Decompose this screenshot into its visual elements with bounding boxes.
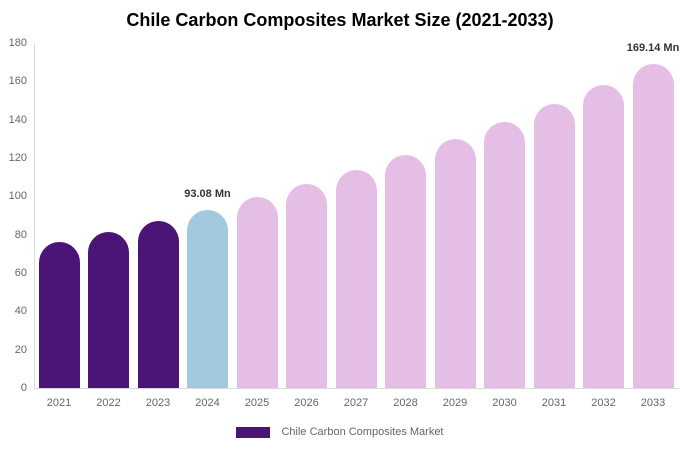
y-axis-label-40: 40 (14, 305, 27, 318)
y-axis-label-160: 160 (8, 75, 27, 88)
chart-title: Chile Carbon Composites Market Size (202… (126, 10, 554, 30)
y-axis-label-60: 60 (14, 267, 27, 279)
bar-2021 (38, 241, 80, 388)
x-axis-label-2033: 2033 (640, 397, 666, 409)
y-axis-line (34, 43, 35, 388)
x-axis-label-2030: 2030 (492, 397, 517, 409)
bar-2031 (533, 104, 575, 388)
legend-item-chile-carbon-composites-market[interactable]: Chile Carbon Composites Market (236, 424, 444, 441)
bar-2032 (583, 84, 624, 388)
y-axis-label-120: 120 (8, 152, 27, 164)
x-axis-line (34, 388, 680, 389)
x-axis-label-2028: 2028 (393, 397, 418, 409)
y-axis-label-180: 180 (8, 37, 27, 49)
y-axis-label-140: 140 (8, 113, 27, 126)
legend: Chile Carbon Composites Market (0, 424, 680, 441)
y-axis-label-20: 20 (14, 343, 27, 356)
bar-2026 (286, 184, 327, 388)
y-axis-label-0: 0 (20, 382, 27, 394)
bar-2029 (434, 139, 476, 388)
data-label-2033: 169.14 Mn (626, 41, 680, 54)
bar-2033 (632, 63, 674, 388)
x-axis-label-2021: 2021 (46, 397, 72, 409)
y-axis-label-80: 80 (14, 228, 27, 241)
legend-swatch (236, 427, 271, 438)
x-axis-label-2031: 2031 (541, 397, 567, 409)
x-axis-label-2024: 2024 (195, 397, 220, 409)
bar-2024 (187, 209, 228, 388)
bar-2025 (236, 197, 278, 388)
x-axis-label-2027: 2027 (343, 397, 369, 409)
x-axis-label-2023: 2023 (145, 397, 171, 409)
bar-2027 (335, 170, 377, 388)
x-axis-label-2026: 2026 (294, 397, 319, 409)
bar-2028 (385, 155, 426, 388)
bar-2022 (88, 231, 129, 388)
x-axis-label-2032: 2032 (591, 397, 616, 409)
bar-2030 (484, 122, 525, 388)
x-axis-label-2025: 2025 (244, 397, 270, 409)
bar-2023 (137, 221, 179, 388)
x-axis-label-2029: 2029 (442, 397, 468, 409)
y-axis-label-100: 100 (8, 190, 27, 203)
data-label-2024: 93.08 Mn (184, 187, 231, 200)
x-axis-label-2022: 2022 (96, 397, 121, 409)
legend-label: Chile Carbon Composites Market (281, 426, 444, 438)
